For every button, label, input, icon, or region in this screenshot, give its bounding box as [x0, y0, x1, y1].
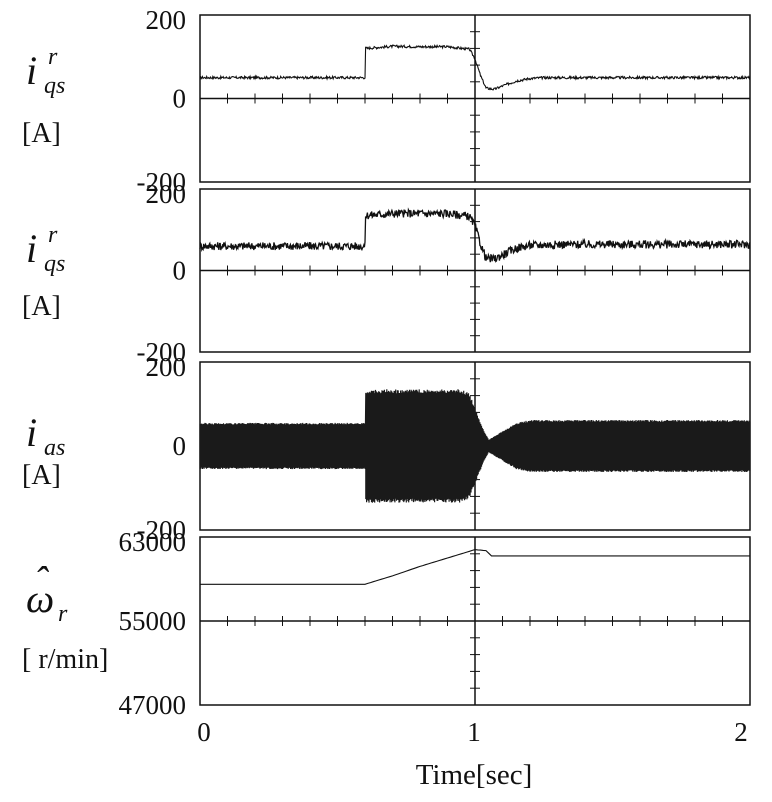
y-axis-unit: [A] [22, 291, 61, 322]
y-axis-label-superscript: r [48, 44, 58, 70]
y-axis-label-subscript: qs [44, 73, 65, 99]
y-axis-label-hat: ˆ [34, 558, 49, 603]
x-tick-0: 0 [197, 717, 211, 747]
y-tick-label: 200 [146, 179, 187, 209]
y-axis-label: i [26, 48, 37, 93]
y-axis-label-subscript: qs [44, 251, 65, 277]
x-axis-label: Time[sec] [416, 759, 533, 791]
y-axis-label-subscript: r [58, 601, 68, 627]
y-tick-label: 200 [146, 5, 187, 35]
y-axis-label-superscript: r [48, 222, 58, 248]
panel-3: 200 0 -200 i as[A] [22, 352, 751, 545]
y-tick-label: -200 [137, 337, 187, 367]
y-axis-unit: [A] [22, 460, 61, 491]
y-tick-label: 63000 [119, 527, 187, 557]
y-tick-label: 55000 [119, 606, 187, 636]
panel-4: 63000 55000 47000 ωˆr [ r/min] [22, 527, 751, 720]
x-tick-1: 1 [467, 717, 481, 747]
y-axis-label-subscript: as [44, 435, 65, 461]
y-axis-unit: [ r/min] [22, 644, 108, 675]
panel-1: 200 0 -200 i r qs [A] [22, 5, 751, 197]
y-axis-label: i [26, 226, 37, 271]
series-line [199, 389, 751, 503]
y-tick-label: 0 [173, 431, 187, 461]
y-axis-unit: [A] [22, 118, 61, 149]
y-axis-label: i [26, 410, 37, 455]
y-tick-label: -200 [137, 167, 187, 197]
y-tick-label: 0 [173, 84, 187, 114]
y-tick-label: 47000 [119, 690, 187, 720]
series-line [199, 207, 751, 263]
series-line [199, 43, 751, 91]
x-tick-2: 2 [734, 717, 748, 747]
y-tick-label: 200 [146, 352, 187, 382]
y-axis-label: ω [26, 576, 54, 621]
y-tick-label: -200 [137, 515, 187, 545]
series-line [200, 549, 750, 585]
panel-2: 200 0 -200 i r qs [A] [22, 179, 751, 367]
y-tick-label: 0 [173, 256, 187, 286]
